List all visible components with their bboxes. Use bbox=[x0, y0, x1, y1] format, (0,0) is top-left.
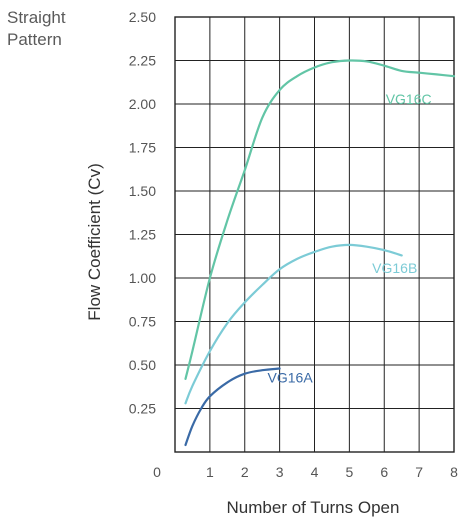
chart-corner-note: Straight Pattern bbox=[7, 7, 66, 51]
x-tick-label-4: 4 bbox=[311, 464, 319, 480]
x-tick-label-0: 0 bbox=[153, 464, 161, 480]
x-tick-label-2: 2 bbox=[241, 464, 249, 480]
y-tick-label-8: 2.25 bbox=[129, 53, 156, 69]
x-tick-label-7: 7 bbox=[415, 464, 423, 480]
x-tick-label-3: 3 bbox=[276, 464, 284, 480]
corner-note-line-1: Straight bbox=[7, 8, 66, 27]
y-tick-label-3: 1.00 bbox=[129, 270, 156, 286]
x-tick-label-5: 5 bbox=[345, 464, 353, 480]
y-tick-label-5: 1.50 bbox=[129, 183, 156, 199]
series-line-vg16b bbox=[184, 243, 403, 405]
tick-label-layer: 0.25 0.50 0.75 1.00 1.25 1.50 1.75 2.00 2.25 2.50… bbox=[129, 9, 458, 480]
y-tick-label-0: 0.25 bbox=[129, 401, 156, 417]
y-tick-label-7: 2.00 bbox=[129, 96, 156, 112]
y-tick-label-9: 2.50 bbox=[129, 9, 156, 25]
series-label-vg16c: VG16C bbox=[386, 91, 432, 107]
y-tick-label-6: 1.75 bbox=[129, 140, 156, 156]
y-tick-label-2: 0.75 bbox=[129, 314, 156, 330]
corner-note-line-2: Pattern bbox=[7, 30, 62, 49]
series-line-vg16a bbox=[184, 367, 281, 447]
series-line-vg16c bbox=[184, 59, 456, 380]
series-label-vg16a: VG16A bbox=[268, 369, 314, 385]
x-tick-label-8: 8 bbox=[450, 464, 458, 480]
y-axis-label: Flow Coefficient (Cv) bbox=[85, 163, 104, 320]
x-tick-label-1: 1 bbox=[206, 464, 214, 480]
axis-label-layer: Number of Turns Open Flow Coefficient (C… bbox=[85, 163, 399, 517]
x-axis-label: Number of Turns Open bbox=[227, 498, 400, 517]
series-layer: VG16A VG16B VG16C bbox=[184, 59, 456, 447]
y-tick-label-1: 0.50 bbox=[129, 357, 156, 373]
y-tick-label-4: 1.25 bbox=[129, 227, 156, 243]
x-tick-label-6: 6 bbox=[380, 464, 388, 480]
grid-layer bbox=[174, 16, 455, 453]
series-label-vg16b: VG16B bbox=[372, 260, 417, 276]
